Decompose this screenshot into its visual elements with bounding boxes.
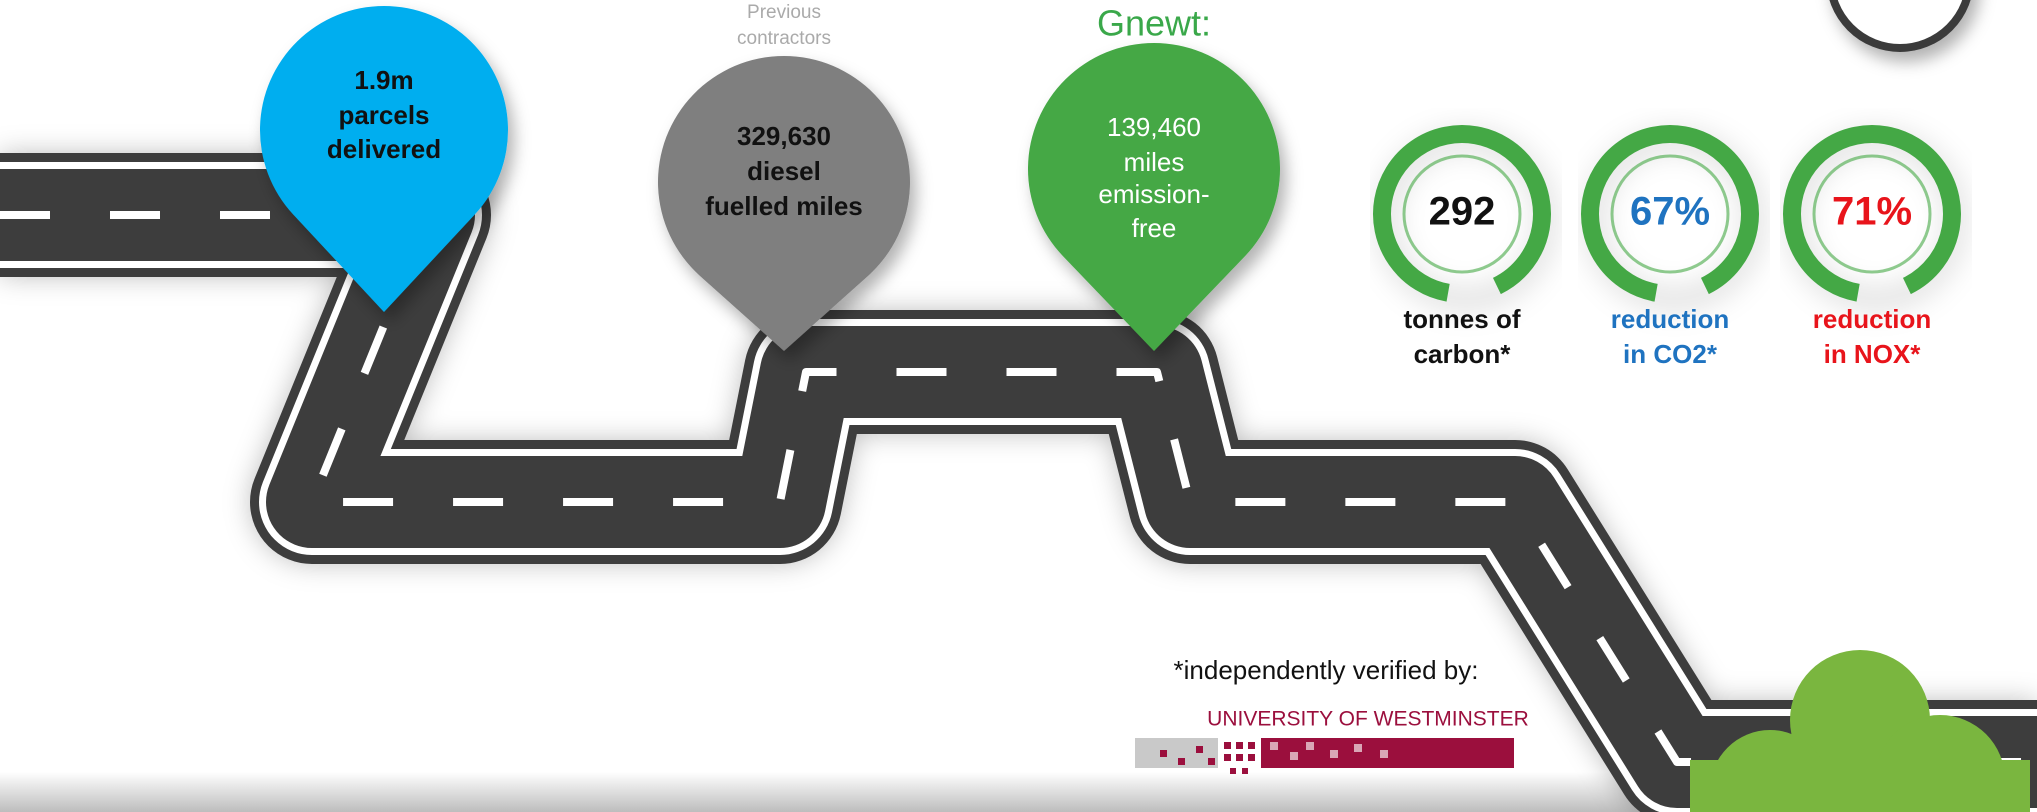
pin-caption: contractors [737,28,831,49]
pin-text: 139,460 [1107,112,1201,142]
ring-label: in NOX* [1824,339,1922,369]
logo-text: UNIVERSITY OF WESTMINSTER [1207,708,1529,731]
ring-value: 67% [1630,190,1710,234]
ring-label: carbon* [1414,339,1512,369]
pin-text: miles [1124,147,1185,177]
pin-text: diesel [747,156,821,186]
page: 1.9m parcels delivered 329,630 diesel fuelled… [0,0,2037,812]
pin-caption: Previous [747,2,821,23]
pin-text: emission- [1098,179,1209,209]
logo: UNIVERSITY OF WESTMINSTER [1135,708,1529,774]
ring-value: 292 [1429,190,1496,234]
pin-text: 1.9m [354,65,413,95]
pin-caption: Gnewt: [1097,3,1211,44]
corner-circle [1830,0,1970,48]
ring-label: in CO2* [1623,339,1718,369]
pin-text: free [1132,213,1177,243]
ring-value: 71% [1832,190,1912,234]
ring-label: reduction [1813,304,1931,334]
ring-label: tonnes of [1404,304,1521,334]
road [0,215,2037,762]
footnote: *independently verified by: [1174,655,1479,685]
pin-text: 329,630 [737,121,831,151]
pin-text: delivered [327,134,441,164]
infographic: 1.9m parcels delivered 329,630 diesel fuelled… [0,0,2037,812]
pin-text: fuelled miles [705,191,863,221]
ring-label: reduction [1611,304,1729,334]
pin-text: parcels [338,100,429,130]
